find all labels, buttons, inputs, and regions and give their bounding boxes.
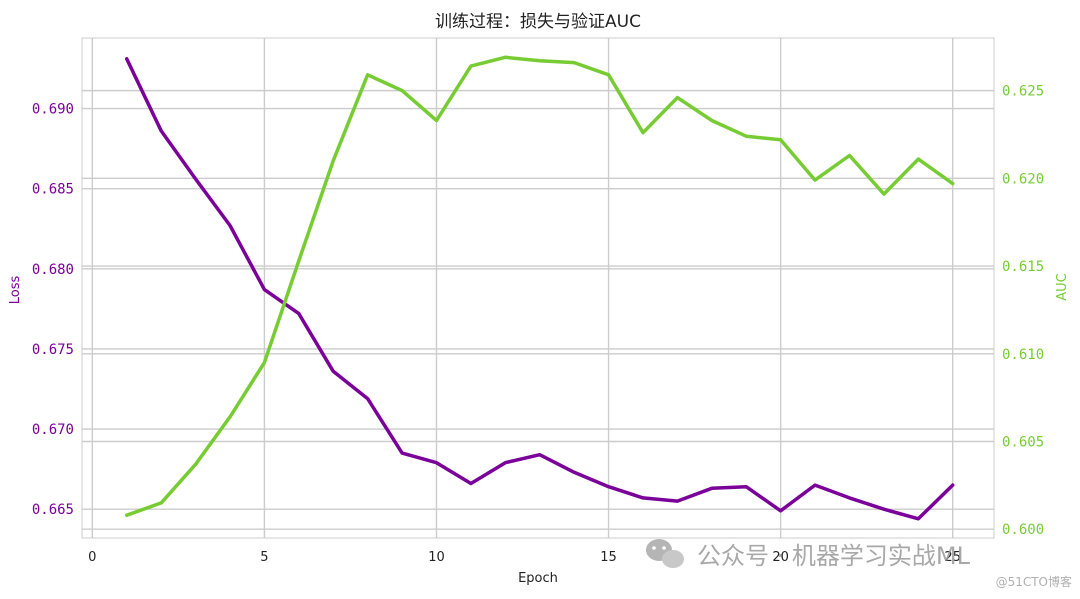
y-tick-label-left: 0.690 xyxy=(32,102,74,118)
series-line-auc xyxy=(124,55,955,517)
y-tick-label-left: 0.665 xyxy=(32,502,74,518)
x-tick-label: 25 xyxy=(944,550,961,565)
y-tick-label-left: 0.670 xyxy=(32,422,74,438)
y-tick-label-left: 0.680 xyxy=(32,262,74,278)
y-axis-label-left: Loss xyxy=(8,276,23,305)
y-tick-label-right: 0.615 xyxy=(1002,259,1044,275)
y-tick-label-right: 0.625 xyxy=(1002,84,1044,100)
watermark: 公众号 · 机器学习实战ML @51CTO博客 xyxy=(646,539,1072,589)
watermark-sub: @51CTO博客 xyxy=(996,574,1072,589)
wechat-icon xyxy=(646,539,684,568)
x-tick-label: 15 xyxy=(600,550,617,565)
y-tick-label-right: 0.600 xyxy=(1002,522,1044,538)
x-tick-label: 5 xyxy=(260,550,268,565)
y-tick-label-right: 0.620 xyxy=(1002,171,1044,187)
y-tick-label-right: 0.610 xyxy=(1002,347,1044,363)
series-line-loss xyxy=(124,57,955,521)
x-tick-label: 20 xyxy=(772,550,789,565)
watermark-text: 公众号 · 机器学习实战ML xyxy=(697,542,971,570)
plot-frame xyxy=(81,37,995,539)
y-tick-label-right: 0.605 xyxy=(1002,435,1044,451)
x-axis-label: Epoch xyxy=(518,571,558,586)
chart-title: 训练过程：损失与验证AUC xyxy=(435,12,641,32)
x-tick-label: 10 xyxy=(428,550,445,565)
y-tick-label-left: 0.685 xyxy=(32,182,74,198)
x-tick-label: 0 xyxy=(88,550,96,565)
y-tick-label-left: 0.675 xyxy=(32,342,74,358)
y-axis-label-right: AUC xyxy=(1055,273,1070,301)
